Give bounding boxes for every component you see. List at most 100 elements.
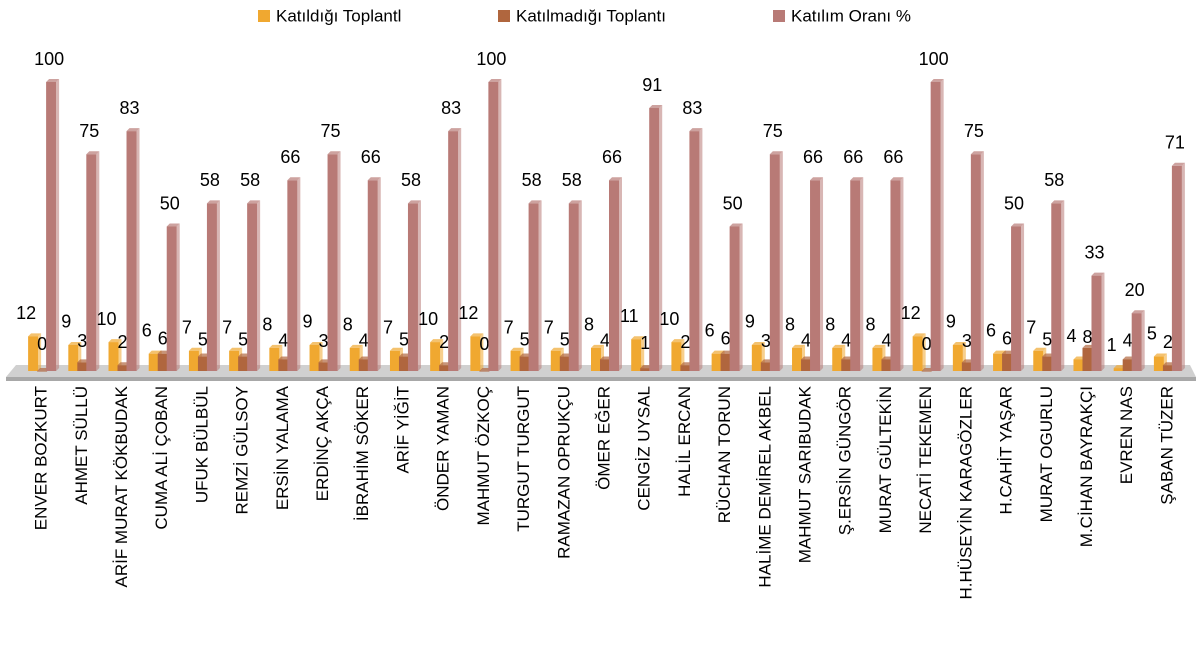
bar <box>1091 275 1102 371</box>
x-tick-label: MAHMUT ÖZKOÇ <box>474 386 493 525</box>
bar <box>126 131 137 371</box>
bar <box>720 353 731 371</box>
x-tick-label: İBRAHİM SÖKER <box>353 386 372 521</box>
x-tick-label: ARİF YİĞİT <box>393 386 412 474</box>
bar-top <box>126 128 140 132</box>
x-tick-label: ERSİN YALAMA <box>273 385 292 510</box>
bar-side <box>38 333 42 371</box>
data-label: 10 <box>97 309 117 329</box>
data-label: 3 <box>319 331 329 351</box>
bar-top <box>68 341 82 345</box>
bar-top <box>448 128 462 132</box>
bar-side <box>458 128 462 371</box>
data-label: 5 <box>238 329 248 349</box>
bar <box>528 203 539 371</box>
data-label: 7 <box>182 318 192 338</box>
data-label: 100 <box>476 49 506 69</box>
bar <box>108 342 119 371</box>
bar-top <box>488 79 502 82</box>
data-label: 9 <box>946 312 956 332</box>
bar-top <box>671 339 685 343</box>
bar-top <box>1153 353 1167 357</box>
data-label: 8 <box>1082 327 1092 347</box>
data-label: 4 <box>841 330 851 350</box>
bar-top <box>850 177 864 181</box>
bar <box>930 82 941 371</box>
bar <box>769 154 780 371</box>
bar <box>550 350 561 371</box>
bar <box>832 347 843 371</box>
data-label: 66 <box>280 147 300 167</box>
x-tick-label: ÖMER EĞER <box>594 386 613 490</box>
bar-top <box>1091 272 1105 276</box>
bar-top <box>872 344 886 348</box>
data-label: 50 <box>160 193 180 213</box>
data-label: 6 <box>158 329 168 349</box>
bar-top <box>108 339 122 343</box>
bar-top <box>930 79 944 82</box>
bar <box>801 359 812 371</box>
bar <box>278 359 289 371</box>
bar-side <box>1061 200 1065 371</box>
bar <box>1002 353 1013 371</box>
bar-top <box>327 151 341 155</box>
bar-top <box>689 128 703 132</box>
bar <box>398 356 409 371</box>
data-label: 6 <box>142 320 152 340</box>
x-tick-label: RAMAZAN OPRUKÇU <box>554 386 573 559</box>
bar <box>881 359 892 371</box>
x-tick-label: CUMA ALİ ÇOBAN <box>152 386 171 530</box>
bar-top <box>609 177 622 181</box>
bar <box>157 353 168 371</box>
bar-side <box>538 200 542 371</box>
bar-side <box>699 128 703 371</box>
data-label: 9 <box>745 312 755 332</box>
bar-top <box>206 200 220 204</box>
data-label: 66 <box>361 147 381 167</box>
bar <box>407 203 418 371</box>
bar-top <box>832 344 846 348</box>
x-tick-label: ERDİNÇ AKÇA <box>313 385 332 501</box>
bar <box>238 356 249 371</box>
x-tick-label: MURAT GÜLTEKİN <box>876 386 895 533</box>
data-label: 4 <box>1066 326 1076 346</box>
data-label: 71 <box>1165 133 1185 153</box>
data-label: 11 <box>620 306 639 326</box>
bar <box>631 339 642 371</box>
bar-top <box>367 177 381 181</box>
bar <box>349 347 360 371</box>
data-label: 4 <box>600 330 610 350</box>
bar <box>309 344 320 371</box>
bar-side <box>1021 223 1025 371</box>
data-label: 66 <box>803 147 823 167</box>
bar <box>46 82 57 371</box>
bar-top <box>46 79 60 82</box>
bar <box>479 371 490 372</box>
bar-top <box>890 177 904 181</box>
data-label: 58 <box>240 170 260 190</box>
bar-top <box>1033 347 1047 351</box>
bar <box>448 131 459 371</box>
data-label: 66 <box>843 147 863 167</box>
data-label: 5 <box>520 329 530 349</box>
data-label: 66 <box>883 147 903 167</box>
bar-side <box>96 151 100 371</box>
bar <box>600 359 610 371</box>
data-label: 83 <box>441 98 461 118</box>
x-tick-label: MAHMUT SARIBUDAK <box>796 385 815 563</box>
legend-swatch <box>773 10 785 22</box>
bar-top <box>287 177 301 181</box>
x-tick-label: RÜCHAN TORUN <box>715 386 734 523</box>
data-label: 3 <box>77 331 87 351</box>
data-label: 6 <box>705 320 715 340</box>
bar <box>961 362 972 371</box>
data-label: 100 <box>34 49 64 69</box>
bar <box>841 359 852 371</box>
data-label: 5 <box>399 329 409 349</box>
data-label: 8 <box>262 315 272 335</box>
bar <box>729 226 740 371</box>
bar <box>510 350 521 371</box>
bar-top <box>649 105 663 109</box>
bar-side <box>257 200 261 371</box>
